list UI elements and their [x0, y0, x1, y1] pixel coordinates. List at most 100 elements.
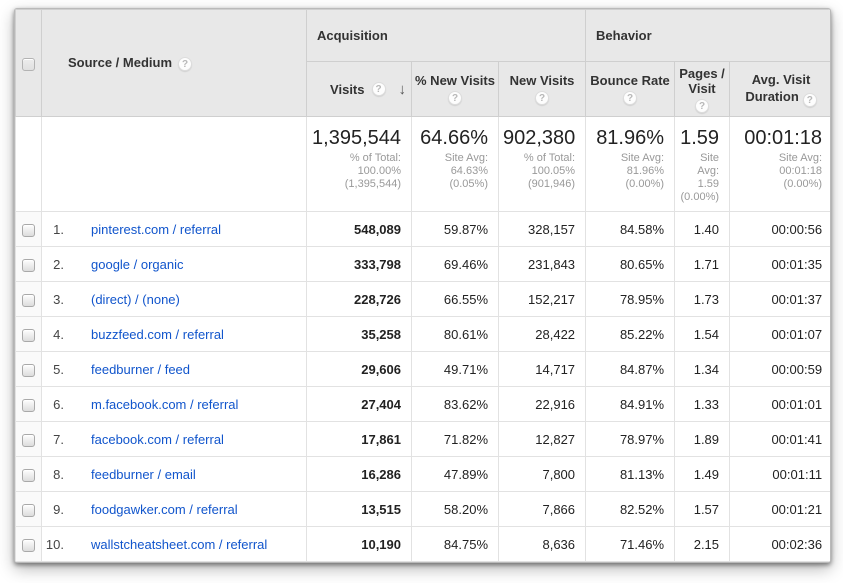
- totals-row: 1,395,544 % of Total: 100.00% (1,395,544) …: [15, 116, 830, 212]
- avg-visit-duration-cell: 00:01:01: [729, 386, 830, 422]
- help-icon[interactable]: ?: [178, 57, 193, 71]
- row-checkbox[interactable]: [22, 433, 35, 447]
- source-cell: 2. google / organic: [41, 246, 307, 282]
- totals-pages-visit: 1.59 Site Avg: 1.59 (0.00%): [674, 116, 731, 212]
- help-icon[interactable]: ?: [448, 91, 462, 105]
- column-header-pages-visit[interactable]: Pages / Visit ?: [674, 61, 731, 117]
- source-medium-link[interactable]: feedburner / feed: [91, 361, 191, 377]
- column-header-new-visits[interactable]: New Visits ?: [497, 61, 587, 117]
- help-icon[interactable]: ?: [695, 98, 710, 113]
- row-checkbox[interactable]: [22, 503, 35, 517]
- pct-new-visits-cell: 49.71%: [411, 351, 499, 387]
- bounce-rate-cell: 78.97%: [585, 421, 676, 457]
- avg-visit-duration-cell: 00:01:41: [729, 421, 830, 457]
- bounce-rate-cell: 85.22%: [585, 316, 676, 352]
- row-checkbox[interactable]: [22, 538, 35, 552]
- column-header-pct-new-visits[interactable]: % New Visits ?: [411, 61, 499, 117]
- source-medium-link[interactable]: google / organic: [91, 256, 184, 272]
- metric-header-row: Visits ? ↓ % New Visits ? New Visits ?: [16, 61, 830, 117]
- row-checkbox[interactable]: [22, 223, 35, 237]
- pages-visit-cell: 2.15: [674, 526, 731, 562]
- pct-new-visits-cell: 47.89%: [411, 456, 499, 492]
- select-all-header-cell: [15, 9, 42, 117]
- behavior-group-header: Behavior: [585, 9, 830, 62]
- source-cell: 10. wallstcheatsheet.com / referral: [41, 526, 307, 562]
- avg-visit-duration-cell: 00:01:37: [729, 281, 830, 317]
- bounce-rate-cell: 84.91%: [585, 386, 676, 422]
- source-medium-link[interactable]: m.facebook.com / referral: [91, 396, 239, 412]
- source-cell: 7. facebook.com / referral: [41, 421, 307, 457]
- source-medium-link[interactable]: wallstcheatsheet.com / referral: [91, 536, 268, 552]
- column-header-source-medium[interactable]: Source / Medium?: [41, 9, 307, 117]
- source-medium-table: Source / Medium? Acquisition Behavior Vi…: [15, 9, 830, 562]
- column-header-bounce-rate[interactable]: Bounce Rate ?: [585, 61, 676, 117]
- avg-visit-duration-cell: 00:01:07: [729, 316, 830, 352]
- pct-new-visits-cell: 84.75%: [411, 526, 499, 562]
- row-checkbox[interactable]: [22, 398, 35, 412]
- visits-cell: 17,861: [306, 421, 412, 457]
- group-header-row: Source / Medium? Acquisition Behavior: [15, 9, 830, 117]
- new-visits-cell: 28,422: [497, 316, 587, 352]
- avg-visit-duration-cell: 00:02:36: [729, 526, 830, 562]
- new-visits-cell: 22,916: [497, 386, 587, 422]
- pct-new-visits-cell: 59.87%: [411, 211, 499, 247]
- help-icon[interactable]: ?: [371, 82, 386, 96]
- row-rank: 9.: [53, 501, 64, 517]
- column-header-visits[interactable]: Visits ? ↓: [306, 61, 412, 117]
- source-medium-link[interactable]: feedburner / email: [91, 466, 196, 482]
- row-checkbox[interactable]: [22, 468, 35, 482]
- bounce-rate-cell: 71.46%: [585, 526, 676, 562]
- table-row: 4. buzzfeed.com / referral 35,258 80.61%…: [15, 316, 830, 352]
- source-medium-link[interactable]: (direct) / (none): [91, 291, 180, 307]
- acquisition-group-header: Acquisition: [305, 9, 587, 62]
- source-cell: 4. buzzfeed.com / referral: [41, 316, 307, 352]
- visits-cell: 333,798: [306, 246, 412, 282]
- new-visits-cell: 8,636: [497, 526, 587, 562]
- source-medium-link[interactable]: pinterest.com / referral: [91, 221, 222, 237]
- visits-cell: 29,606: [306, 351, 412, 387]
- row-checkbox-cell: [15, 316, 42, 352]
- source-cell: 6. m.facebook.com / referral: [41, 386, 307, 422]
- source-cell: 5. feedburner / feed: [41, 351, 307, 387]
- source-cell: 3. (direct) / (none): [41, 281, 307, 317]
- row-checkbox-cell: [15, 211, 42, 247]
- bounce-rate-cell: 78.95%: [585, 281, 676, 317]
- row-checkbox-cell: [15, 421, 42, 457]
- source-medium-link[interactable]: foodgawker.com / referral: [91, 501, 238, 517]
- acquisition-label: Acquisition: [317, 28, 388, 43]
- column-header-avg-visit-duration[interactable]: Avg. Visit Duration?: [729, 61, 830, 117]
- row-checkbox-cell: [15, 526, 42, 562]
- source-cell: 1. pinterest.com / referral: [41, 211, 307, 247]
- select-all-checkbox[interactable]: [22, 57, 35, 71]
- table-row: 6. m.facebook.com / referral 27,404 83.6…: [15, 386, 830, 422]
- source-medium-link[interactable]: facebook.com / referral: [91, 431, 224, 447]
- visits-cell: 27,404: [306, 386, 412, 422]
- source-medium-link[interactable]: buzzfeed.com / referral: [91, 326, 224, 342]
- pages-visit-cell: 1.71: [674, 246, 731, 282]
- totals-new-visits: 902,380 % of Total: 100.05% (901,946): [497, 116, 587, 212]
- row-checkbox-cell: [15, 456, 42, 492]
- new-visits-cell: 7,866: [497, 491, 587, 527]
- row-checkbox-cell: [15, 351, 42, 387]
- help-icon[interactable]: ?: [535, 91, 550, 105]
- bounce-rate-cell: 80.65%: [585, 246, 676, 282]
- totals-source-cell: [41, 116, 307, 212]
- pct-new-visits-cell: 80.61%: [411, 316, 499, 352]
- analytics-table-panel: Source / Medium? Acquisition Behavior Vi…: [14, 8, 831, 563]
- help-icon[interactable]: ?: [802, 93, 817, 107]
- bounce-rate-cell: 82.52%: [585, 491, 676, 527]
- row-checkbox[interactable]: [22, 328, 35, 342]
- row-checkbox[interactable]: [22, 258, 35, 272]
- help-icon[interactable]: ?: [623, 91, 638, 105]
- row-rank: 1.: [53, 221, 64, 237]
- row-rank: 6.: [53, 396, 64, 412]
- pages-visit-cell: 1.54: [674, 316, 731, 352]
- table-row: 7. facebook.com / referral 17,861 71.82%…: [15, 421, 830, 457]
- new-visits-cell: 14,717: [497, 351, 587, 387]
- pages-visit-cell: 1.89: [674, 421, 731, 457]
- bounce-rate-cell: 81.13%: [585, 456, 676, 492]
- row-checkbox[interactable]: [22, 293, 35, 307]
- row-checkbox[interactable]: [22, 363, 35, 377]
- visits-cell: 228,726: [306, 281, 412, 317]
- row-rank: 2.: [53, 256, 64, 272]
